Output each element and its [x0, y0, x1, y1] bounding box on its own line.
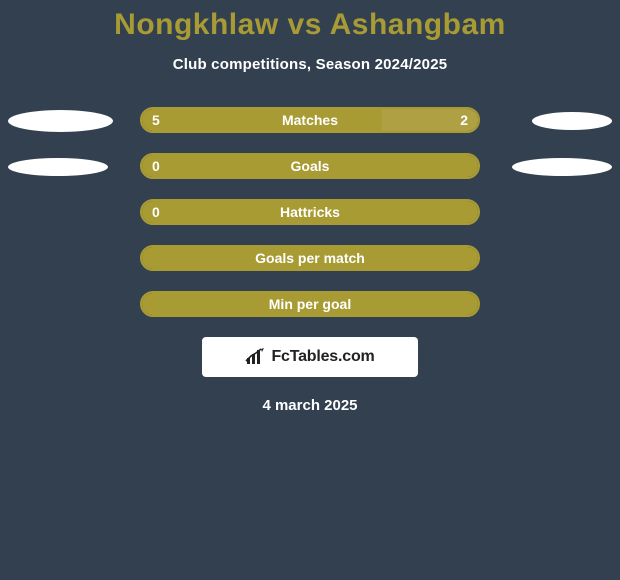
stat-value-left: 0 — [142, 155, 170, 177]
stat-bar: 0Goals — [140, 153, 480, 179]
stat-bar-left-fill — [142, 155, 478, 177]
stat-row: Min per goal — [0, 291, 620, 319]
brand-text: FcTables.com — [271, 348, 374, 366]
player2-marker — [512, 158, 612, 176]
page-title: Nongkhlaw vs Ashangbam — [0, 0, 620, 42]
stat-value-right: 2 — [450, 109, 478, 131]
stat-row: 0Goals — [0, 153, 620, 181]
stat-row: 52Matches — [0, 107, 620, 135]
vs-separator: vs — [288, 8, 322, 41]
player1-marker — [8, 158, 108, 176]
stat-bar: Goals per match — [140, 245, 480, 271]
stat-bar-left-fill — [142, 109, 382, 131]
subtitle: Club competitions, Season 2024/2025 — [0, 56, 620, 73]
barchart-icon — [245, 348, 267, 366]
stat-bar-left-fill — [142, 201, 478, 223]
player2-name: Ashangbam — [330, 8, 506, 41]
player1-marker — [8, 110, 113, 132]
stat-bar-left-fill — [142, 293, 478, 315]
player2-marker — [532, 112, 612, 130]
stat-bar-left-fill — [142, 247, 478, 269]
footer-date: 4 march 2025 — [0, 397, 620, 414]
stat-value-left: 5 — [142, 109, 170, 131]
stat-rows: 52Matches0Goals0HattricksGoals per match… — [0, 107, 620, 319]
player1-name: Nongkhlaw — [114, 8, 279, 41]
stat-value-left: 0 — [142, 201, 170, 223]
stat-bar: 52Matches — [140, 107, 480, 133]
stat-bar: Min per goal — [140, 291, 480, 317]
comparison-infographic: Nongkhlaw vs Ashangbam Club competitions… — [0, 0, 620, 580]
stat-row: Goals per match — [0, 245, 620, 273]
brand-box[interactable]: FcTables.com — [202, 337, 418, 377]
stat-bar: 0Hattricks — [140, 199, 480, 225]
stat-row: 0Hattricks — [0, 199, 620, 227]
